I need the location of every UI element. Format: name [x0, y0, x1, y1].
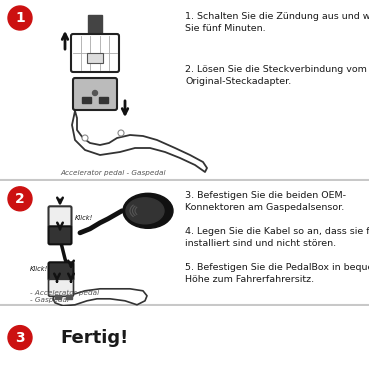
Text: 1. Schalten Sie die Zündung aus und warten
Sie fünf Minuten.: 1. Schalten Sie die Zündung aus und wart… — [185, 12, 369, 33]
Text: 4. Legen Sie die Kabel so an, dass sie fest
installiert sind und nicht stören.: 4. Legen Sie die Kabel so an, dass sie f… — [185, 227, 369, 248]
Bar — [88, 15, 102, 35]
Bar — [82, 97, 91, 103]
Text: 3: 3 — [15, 331, 25, 345]
Circle shape — [8, 187, 32, 211]
FancyBboxPatch shape — [48, 206, 72, 227]
Circle shape — [118, 130, 124, 136]
Text: - Accelerator pedal
- Gaspedal: - Accelerator pedal - Gaspedal — [30, 290, 99, 303]
Text: 2. Lösen Sie die Steckverbindung vom
Original-Steckadapter.: 2. Lösen Sie die Steckverbindung vom Ori… — [185, 65, 367, 86]
Circle shape — [8, 325, 32, 350]
Circle shape — [8, 6, 32, 30]
Bar — [66, 295, 72, 299]
FancyBboxPatch shape — [71, 34, 119, 72]
Text: Accelerator pedal - Gaspedal: Accelerator pedal - Gaspedal — [60, 170, 166, 176]
Text: Klick!: Klick! — [30, 266, 48, 272]
FancyBboxPatch shape — [73, 78, 117, 110]
Text: 2: 2 — [15, 192, 25, 206]
Ellipse shape — [126, 198, 164, 224]
Bar — [99, 97, 108, 103]
FancyBboxPatch shape — [48, 226, 72, 244]
Circle shape — [93, 90, 97, 96]
Ellipse shape — [123, 193, 173, 228]
Text: 3. Befestigen Sie die beiden OEM-
Konnektoren am Gaspedalsensor.: 3. Befestigen Sie die beiden OEM- Konnek… — [185, 191, 346, 211]
FancyBboxPatch shape — [48, 262, 73, 280]
Bar — [55, 295, 61, 299]
Text: Klick!: Klick! — [75, 215, 93, 221]
Circle shape — [82, 135, 88, 141]
Bar — [87, 53, 103, 63]
Text: 5. Befestigen Sie die PedalBox in bequemer
Höhe zum Fahrerfahrersitz.: 5. Befestigen Sie die PedalBox in bequem… — [185, 263, 369, 284]
Text: 1: 1 — [15, 11, 25, 25]
Text: Fertig!: Fertig! — [60, 329, 128, 346]
FancyBboxPatch shape — [48, 279, 73, 296]
